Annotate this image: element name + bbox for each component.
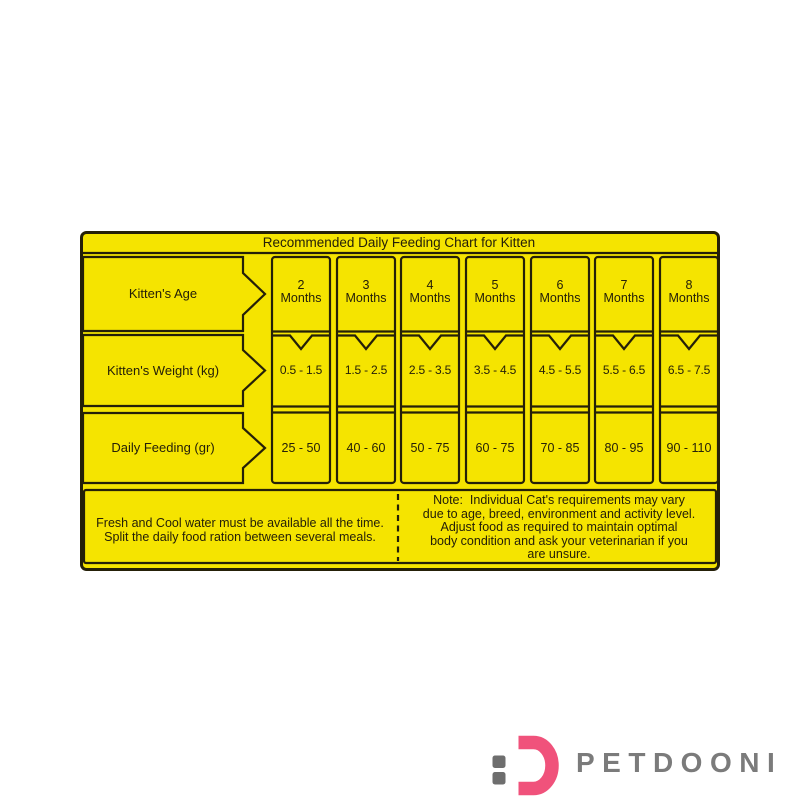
age-cell: 2 Months <box>272 279 330 305</box>
feeding-label-arrow-box <box>81 411 267 485</box>
column-4-months <box>399 255 461 485</box>
feeding-cell: 90 - 110 <box>666 441 712 455</box>
age-value: 3 <box>362 278 370 292</box>
age-value: 7 <box>620 278 628 292</box>
age-unit: Months <box>345 291 387 305</box>
feeding-chart-graphic <box>80 231 720 571</box>
logo-square-bottom <box>492 772 506 785</box>
logo-square-top <box>492 755 506 768</box>
age-unit: Months <box>409 291 451 305</box>
weight-cell: 0.5 - 1.5 <box>279 363 323 377</box>
age-unit: Months <box>280 291 322 305</box>
age-unit: Months <box>668 291 710 305</box>
logo-d-mark <box>518 735 559 796</box>
weight-cell: 3.5 - 4.5 <box>473 363 517 377</box>
column-2-months <box>270 255 332 485</box>
age-label-arrow-box <box>81 255 267 333</box>
advisory-note-line: due to age, breed, environment and activ… <box>422 506 696 521</box>
brand-wordmark: PETDOONI <box>576 747 783 778</box>
weight-cell: 6.5 - 7.5 <box>667 363 711 377</box>
feeding-cell: 50 - 75 <box>410 441 450 455</box>
column-7-months <box>593 255 655 485</box>
row-header-feeding: Daily Feeding (gr) <box>111 440 215 455</box>
notes-box <box>82 488 718 565</box>
advisory-note-line: body condition and ask your veterinarian… <box>430 533 688 548</box>
column-5-months <box>464 255 526 485</box>
row-header-weight: Kitten's Weight (kg) <box>106 363 220 378</box>
column-6-months <box>529 255 591 485</box>
advisory-note-line: Adjust food as required to maintain opti… <box>440 520 678 534</box>
age-cell: 5 Months <box>466 279 524 305</box>
water-note-line: Fresh and Cool water must be available a… <box>96 516 384 530</box>
feeding-cell: 80 - 95 <box>604 441 644 455</box>
age-unit: Months <box>603 291 645 305</box>
age-value: 4 <box>426 278 434 292</box>
petdooni-logo-icon <box>492 735 559 796</box>
age-value: 6 <box>556 278 564 292</box>
weight-cell: 5.5 - 6.5 <box>602 363 646 377</box>
age-value: 2 <box>297 278 305 292</box>
age-value: 8 <box>685 278 693 292</box>
age-unit: Months <box>539 291 581 305</box>
advisory-note: Note: Individual Cat's requirements may … <box>402 493 716 562</box>
age-unit: Months <box>474 291 516 305</box>
age-cell: 4 Months <box>401 279 459 305</box>
chart-title: Recommended Daily Feeding Chart for Kitt… <box>262 235 536 250</box>
feeding-cell: 25 - 50 <box>281 441 321 455</box>
column-3-months <box>335 255 397 485</box>
feeding-cell: 40 - 60 <box>346 441 386 455</box>
advisory-note-line: are unsure. <box>527 547 591 561</box>
age-cell: 3 Months <box>337 279 395 305</box>
weight-cell: 1.5 - 2.5 <box>344 363 388 377</box>
feeding-cell: 70 - 85 <box>540 441 580 455</box>
water-note-line: Split the daily food ration between seve… <box>104 529 376 544</box>
water-note: Fresh and Cool water must be available a… <box>83 516 397 544</box>
weight-cell: 2.5 - 3.5 <box>408 363 452 377</box>
weight-label-arrow-box <box>81 333 267 408</box>
row-header-age: Kitten's Age <box>128 286 198 301</box>
column-8-months <box>658 255 720 485</box>
advisory-note-line: Note: Individual Cat's requirements may … <box>433 493 685 507</box>
age-cell: 6 Months <box>531 279 589 305</box>
age-cell: 7 Months <box>595 279 653 305</box>
age-cell: 8 Months <box>660 279 718 305</box>
feeding-cell: 60 - 75 <box>475 441 515 455</box>
age-value: 5 <box>491 278 499 292</box>
weight-cell: 4.5 - 5.5 <box>538 363 582 377</box>
